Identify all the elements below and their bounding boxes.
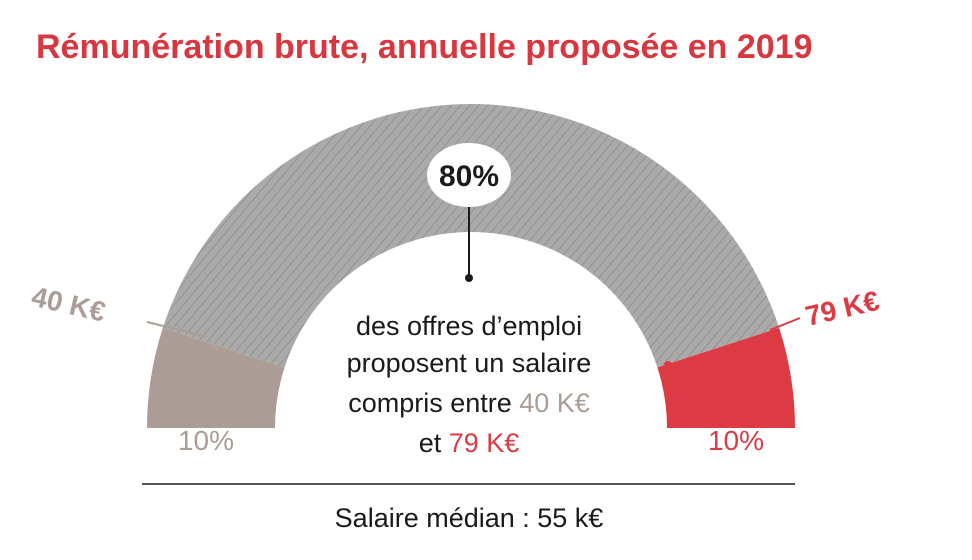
percent-bubble xyxy=(427,143,511,207)
segment-low-percent: 10% xyxy=(178,425,234,456)
leader-dot-high xyxy=(664,361,672,369)
gauge-segment-middle xyxy=(162,104,780,368)
gauge-arcs xyxy=(147,104,795,428)
description-line-4: et 79 K€ xyxy=(419,428,520,458)
segment-high-percent: 10% xyxy=(708,425,764,456)
segment-middle-percent: 80% xyxy=(439,160,499,193)
leader-line-high xyxy=(769,317,801,331)
description-line-1: des offres d’emploi xyxy=(356,311,582,341)
chart-title: Rémunération brute, annuelle proposée en… xyxy=(36,28,813,66)
description-high-value: 79 K€ xyxy=(449,428,520,458)
threshold-low-label: 40 K€ xyxy=(29,281,109,328)
description-line-3-prefix: compris entre xyxy=(348,388,519,418)
description-line-4-prefix: et xyxy=(419,428,449,458)
leader-line-low xyxy=(146,321,206,337)
median-salary: Salaire médian : 55 k€ xyxy=(335,503,604,533)
description-line-3: compris entre 40 K€ xyxy=(348,388,590,418)
gauge-segment-low xyxy=(147,327,285,428)
description-low-value: 40 K€ xyxy=(519,388,590,418)
pointer-dot xyxy=(465,274,473,282)
description-line-2: proposent un salaire xyxy=(347,348,592,378)
threshold-high-label: 79 K€ xyxy=(802,285,882,332)
gauge-segment-high xyxy=(657,327,795,428)
